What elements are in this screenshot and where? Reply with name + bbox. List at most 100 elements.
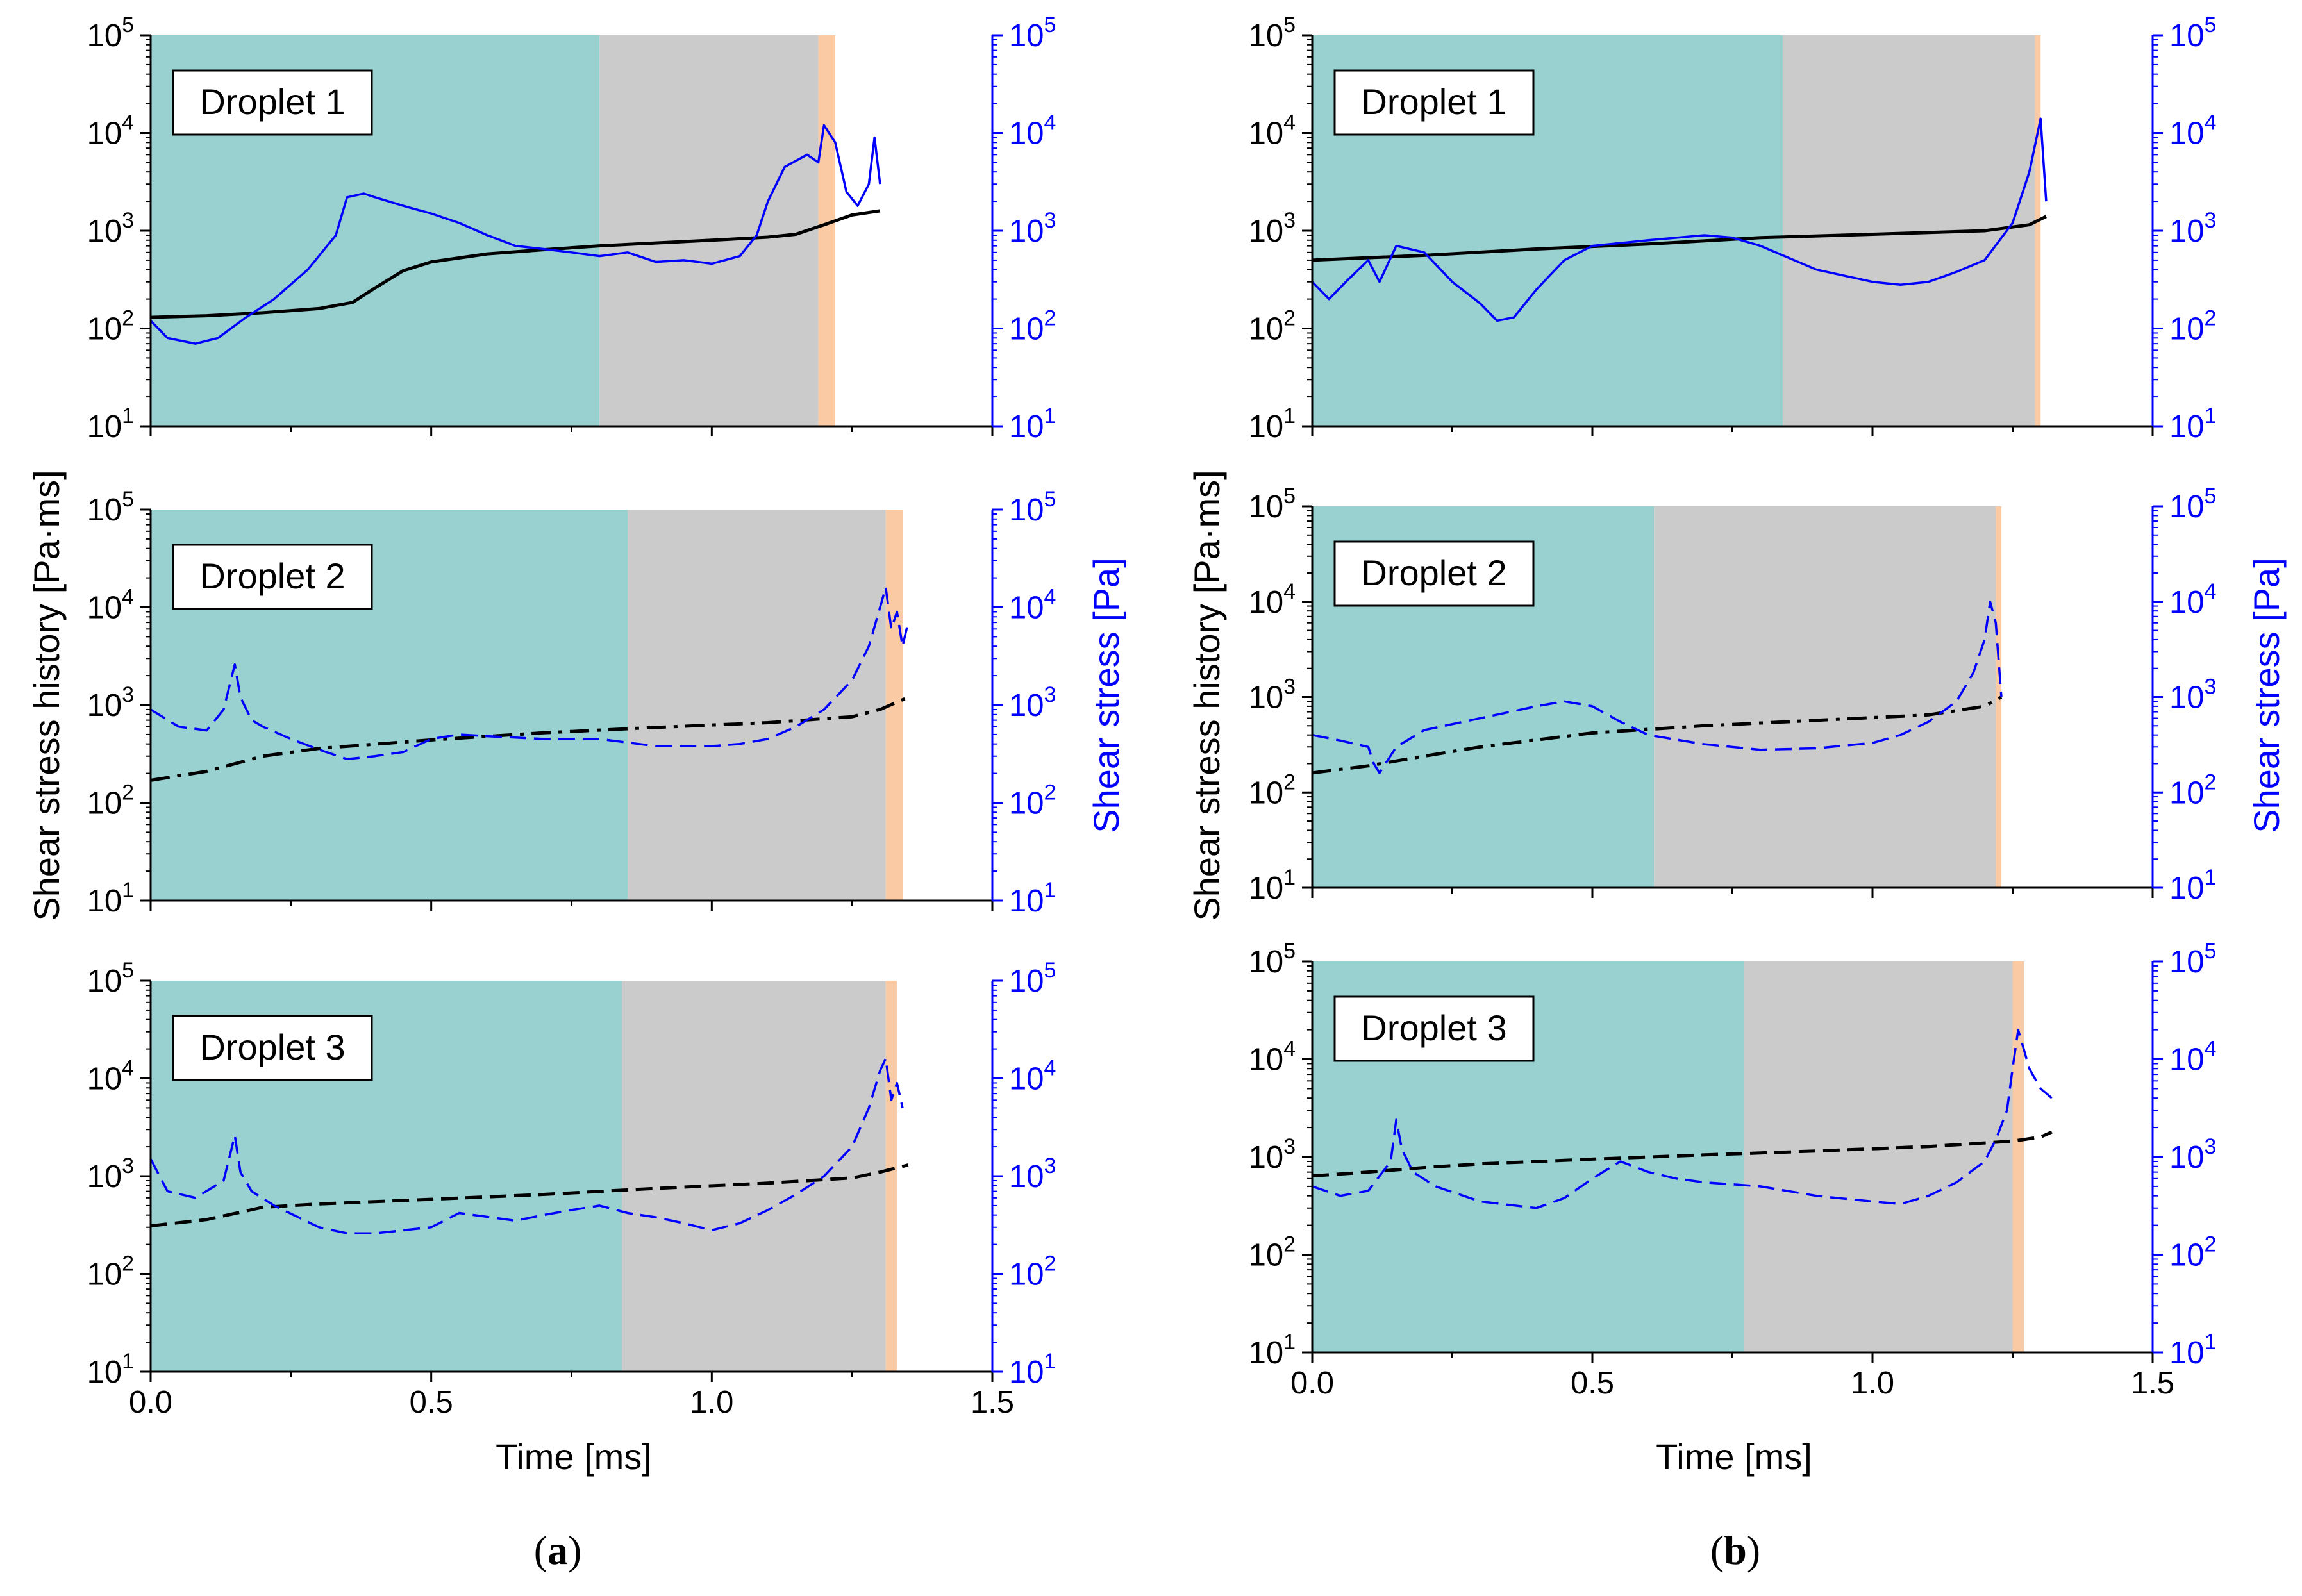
y-tick-exponent: 2 — [1283, 306, 1296, 331]
series-shear-stress — [1312, 601, 2003, 774]
y-tick-exponent: 5 — [2205, 939, 2217, 963]
y-tick-label-right: 102 — [2169, 1233, 2216, 1273]
y-tick-label-right: 101 — [2169, 404, 2216, 444]
series-shear-stress-history — [151, 209, 881, 319]
region-gray — [1654, 506, 1996, 888]
y-tick-label-right: 102 — [1009, 1252, 1056, 1292]
y-tick-exponent: 2 — [122, 306, 134, 331]
x-tick-label: 0.0 — [129, 1385, 172, 1420]
y-tick-exponent: 2 — [2205, 306, 2217, 331]
panel-label-a-letter: a — [547, 1527, 568, 1573]
y-tick-exponent: 1 — [122, 404, 134, 428]
y-tick-label-right: 105 — [2169, 939, 2216, 979]
y-tick-exponent: 1 — [122, 1349, 134, 1374]
y-tick-exponent: 2 — [2205, 1233, 2217, 1257]
y-tick-exponent: 1 — [1283, 865, 1296, 890]
y-tick-exponent: 4 — [122, 585, 134, 610]
droplet-label-box — [172, 544, 373, 610]
y-tick-label-right: 101 — [2169, 865, 2216, 906]
y-tick-label-left: 104 — [1249, 1037, 1296, 1077]
y-tick-label-left: 102 — [87, 306, 134, 347]
y-tick-exponent: 5 — [1044, 13, 1056, 37]
y-tick-label-right: 105 — [2169, 13, 2216, 53]
y-tick-exponent: 5 — [122, 958, 134, 983]
droplet-label-box — [172, 1015, 373, 1081]
y-tick-label-right: 104 — [1009, 585, 1056, 626]
y-tick-label-right: 105 — [1009, 958, 1056, 999]
panel-label-a-open: ( — [534, 1527, 547, 1573]
y-tick-exponent: 3 — [2205, 675, 2217, 699]
y-tick-label-left: 105 — [1249, 484, 1296, 524]
region-orange — [2035, 35, 2041, 426]
y-tick-exponent: 3 — [122, 683, 134, 707]
droplet-label-box — [172, 69, 373, 136]
y-tick-label-left: 104 — [87, 111, 134, 151]
y-tick-label-left: 101 — [87, 1349, 134, 1390]
y-tick-exponent: 4 — [1044, 1056, 1056, 1081]
y-tick-label-right: 102 — [2169, 770, 2216, 810]
x-axis-title-b: Time [ms] — [1656, 1436, 1812, 1477]
y-tick-exponent: 1 — [1283, 1330, 1296, 1354]
y-tick-exponent: 4 — [1044, 111, 1056, 135]
region-gray — [1743, 961, 2013, 1352]
y-tick-exponent: 1 — [1044, 878, 1056, 902]
droplet-label-box — [1333, 995, 1535, 1062]
y-tick-exponent: 4 — [2205, 579, 2217, 604]
y-tick-label-right: 102 — [2169, 306, 2216, 347]
y-tick-label-left: 102 — [87, 1252, 134, 1292]
y-tick-label-left: 103 — [1249, 675, 1296, 715]
y-tick-label-left: 101 — [1249, 1330, 1296, 1370]
region-orange — [818, 35, 835, 426]
y-tick-exponent: 3 — [1283, 208, 1296, 233]
y-tick-exponent: 3 — [122, 1154, 134, 1178]
droplet-label: Droplet 3 — [1361, 1008, 1506, 1048]
x-axis-title-a: Time [ms] — [496, 1436, 652, 1477]
y-tick-exponent: 3 — [1044, 208, 1056, 233]
y-tick-label-left: 102 — [1249, 1233, 1296, 1273]
region-gray — [1783, 35, 2035, 426]
y-tick-label-left: 103 — [1249, 208, 1296, 249]
y-tick-exponent: 2 — [122, 1252, 134, 1276]
y-tick-exponent: 3 — [122, 208, 134, 233]
series-shear-stress — [151, 586, 910, 761]
x-tick-label: 1.5 — [971, 1385, 1014, 1420]
series-shear-stress-history — [1312, 1130, 2053, 1178]
y-tick-label-left: 105 — [87, 13, 134, 53]
y-tick-exponent: 4 — [1044, 585, 1056, 610]
series-shear-stress — [151, 1057, 904, 1234]
y-tick-label-left: 105 — [87, 958, 134, 999]
y-tick-label-left: 104 — [1249, 111, 1296, 151]
region-orange — [2012, 961, 2024, 1352]
y-tick-exponent: 2 — [1044, 1252, 1056, 1276]
series-shear-stress-history — [1312, 695, 2003, 775]
y-tick-label-right: 101 — [1009, 1349, 1056, 1390]
left-axis-title-a: Shear stress history [Pa·ms] — [26, 470, 67, 920]
y-tick-exponent: 4 — [1283, 111, 1296, 135]
panel-label-b: (b) — [1710, 1527, 1760, 1573]
series-shear-stress — [1312, 117, 2048, 322]
y-tick-label-left: 103 — [87, 1154, 134, 1194]
y-tick-exponent: 4 — [2205, 111, 2217, 135]
y-tick-label-right: 104 — [1009, 1056, 1056, 1097]
x-tick-label: 1.0 — [690, 1385, 733, 1420]
y-tick-exponent: 5 — [1044, 487, 1056, 511]
y-tick-exponent: 1 — [2205, 865, 2217, 890]
y-tick-exponent: 5 — [2205, 484, 2217, 508]
series-shear-stress-history — [151, 695, 909, 782]
y-tick-label-left: 102 — [1249, 770, 1296, 810]
y-tick-label-right: 103 — [2169, 1135, 2216, 1175]
droplet-label: Droplet 3 — [199, 1027, 345, 1067]
region-orange — [885, 981, 897, 1372]
series-shear-stress-history — [151, 1163, 909, 1228]
droplet-label: Droplet 2 — [1361, 553, 1506, 593]
y-tick-label-left: 105 — [1249, 939, 1296, 979]
y-tick-label-right: 104 — [2169, 111, 2216, 151]
y-tick-exponent: 1 — [2205, 1330, 2217, 1354]
y-tick-label-left: 103 — [87, 683, 134, 723]
droplet-label: Droplet 2 — [199, 556, 345, 596]
panel-label-a-close: ) — [568, 1527, 581, 1573]
